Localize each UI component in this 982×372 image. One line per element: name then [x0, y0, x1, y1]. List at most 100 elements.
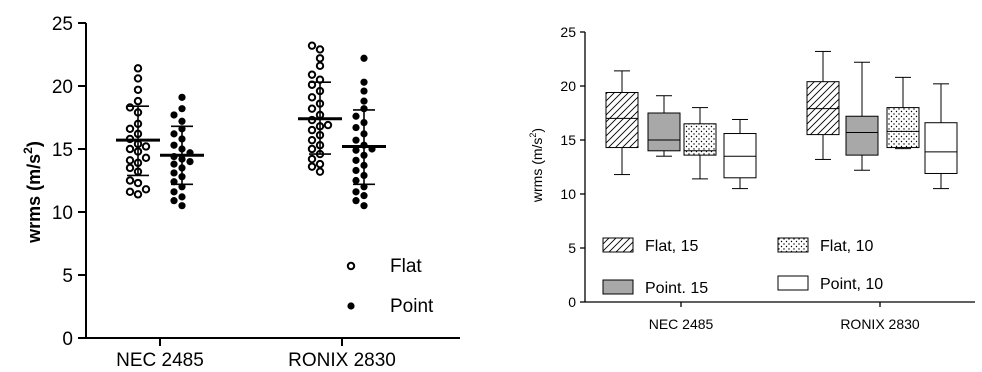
scatter-x-tick-label: RONIX 2830 [288, 350, 396, 371]
box-rect [845, 115, 879, 156]
scatter-y-tick-label: 25 [52, 14, 73, 35]
box-legend-label: Flat, 10 [820, 238, 873, 255]
scatter-point-point [360, 78, 368, 86]
scatter-point-flat [133, 74, 143, 83]
scatter-point-flat [307, 125, 317, 135]
box-rect [723, 133, 757, 179]
box-y-ticks: 0 5 10 15 20 25 [560, 24, 585, 310]
scatter-point-flat [307, 104, 317, 113]
scatter-point-flat [141, 185, 151, 194]
box-rect [924, 122, 958, 174]
scatter-point-flat [125, 176, 135, 185]
scatter-point-flat [125, 156, 135, 165]
box-y-label-tail: ) [529, 128, 545, 133]
scatter-point-flat [307, 135, 317, 145]
box-x-tick-label: NEC 2485 [649, 316, 714, 332]
scatter-point-point [352, 188, 360, 196]
box-y-axis-label: wrms (m/s2) [528, 128, 545, 203]
scatter-y-label-sup: 2 [21, 147, 35, 154]
scatter-point-flat [133, 64, 143, 73]
box-axes [584, 32, 975, 303]
scatter-point-flat [125, 103, 135, 112]
scatter-point-point [170, 160, 178, 168]
scatter-y-label-base: wrms (m/s [24, 154, 44, 244]
scatter-point-point [360, 202, 368, 210]
scatter-point-point [352, 176, 360, 185]
box-legend-label: Flat, 15 [645, 238, 698, 255]
scatter-point-point [170, 188, 178, 196]
box-legend-swatch [777, 275, 809, 291]
scatter-y-tick-label: 20 [52, 77, 73, 98]
scatter-point-flat [125, 124, 135, 134]
scatter-point-point [352, 197, 360, 205]
box-rect [886, 107, 920, 149]
scatter-point-flat [307, 70, 317, 79]
scatter-point-point [352, 123, 360, 132]
scatter-point-point [170, 169, 178, 177]
scatter-x-ticks: NEC 2485 RONIX 2830 [116, 338, 396, 371]
box-legend-label: Point, 10 [820, 276, 883, 293]
box-chart: 0 5 10 15 20 25 NEC 2485 RONIX 2830 wrms (m/s2… [528, 24, 975, 332]
box-y-label-base: wrms (m/s [529, 138, 545, 204]
box-legend-swatch [602, 237, 634, 253]
scatter-chart: 0 5 10 15 20 25 NEC 2485 RONIX 2830 wrms (m/s2… [21, 14, 460, 371]
scatter-point-point [170, 130, 178, 138]
scatter-point-flat [133, 178, 143, 188]
box-y-tick-label: 15 [560, 132, 576, 148]
scatter-legend-label: Point [390, 296, 434, 317]
scatter-point-point [352, 166, 360, 175]
scatter-y-tick-label: 5 [62, 266, 73, 287]
scatter-point-flat [315, 167, 325, 176]
scatter-point-flat [307, 41, 317, 50]
scatter-point-flat [125, 163, 135, 173]
scatter-point-point [178, 105, 186, 113]
scatter-point-flat [133, 96, 143, 106]
scatter-point-flat [125, 187, 135, 197]
box-y-label-sup: 2 [528, 133, 538, 138]
scatter-point-point [352, 112, 360, 120]
box-rect [683, 123, 717, 156]
scatter-point-flat [307, 144, 317, 154]
scatter-point-flat [133, 85, 143, 94]
scatter-y-tick-label: 0 [62, 329, 73, 350]
scatter-legend-flat-marker [346, 261, 356, 271]
scatter-y-ticks: 0 5 10 15 20 25 [52, 14, 86, 350]
box-legend-swatch [602, 279, 634, 295]
scatter-axes [85, 23, 460, 339]
scatter-point-point [170, 141, 178, 149]
box-legend-label: Point. 15 [645, 280, 708, 297]
scatter-mean-sd [116, 81, 386, 186]
scatter-point-flat [315, 61, 325, 71]
scatter-y-label-tail: ) [24, 141, 44, 147]
scatter-point-flat [125, 144, 135, 154]
scatter-y-tick-label: 10 [52, 203, 73, 224]
scatter-point-flat [141, 153, 151, 163]
box-rect [605, 91, 639, 149]
box-rect [647, 112, 681, 152]
box-rect [806, 81, 840, 136]
scatter-legend: Flat Point [346, 256, 434, 317]
scatter-legend-point-marker [347, 302, 355, 310]
scatter-point-flat [307, 162, 317, 171]
scatter-point-point [352, 146, 360, 154]
scatter-point-point [178, 117, 186, 125]
scatter-point-point [170, 111, 178, 119]
box-y-tick-label: 0 [568, 294, 576, 310]
scatter-point-point [360, 54, 368, 62]
box-plots [605, 50, 958, 190]
scatter-point-point [178, 202, 186, 210]
scatter-point-point [178, 93, 186, 101]
scatter-y-axis-label: wrms (m/s2) [21, 141, 44, 244]
scatter-point-flat [307, 154, 317, 164]
scatter-point-flat [315, 159, 325, 169]
scatter-point-point [178, 193, 186, 201]
box-x-tick-label: RONIX 2830 [840, 316, 920, 332]
box-y-tick-label: 10 [560, 186, 576, 202]
box-y-tick-label: 20 [560, 78, 576, 94]
scatter-point-flat [315, 45, 325, 54]
scatter-points [125, 41, 376, 210]
scatter-y-tick-label: 15 [52, 140, 73, 161]
box-legend-swatch [777, 237, 809, 253]
scatter-point-flat [315, 54, 325, 63]
